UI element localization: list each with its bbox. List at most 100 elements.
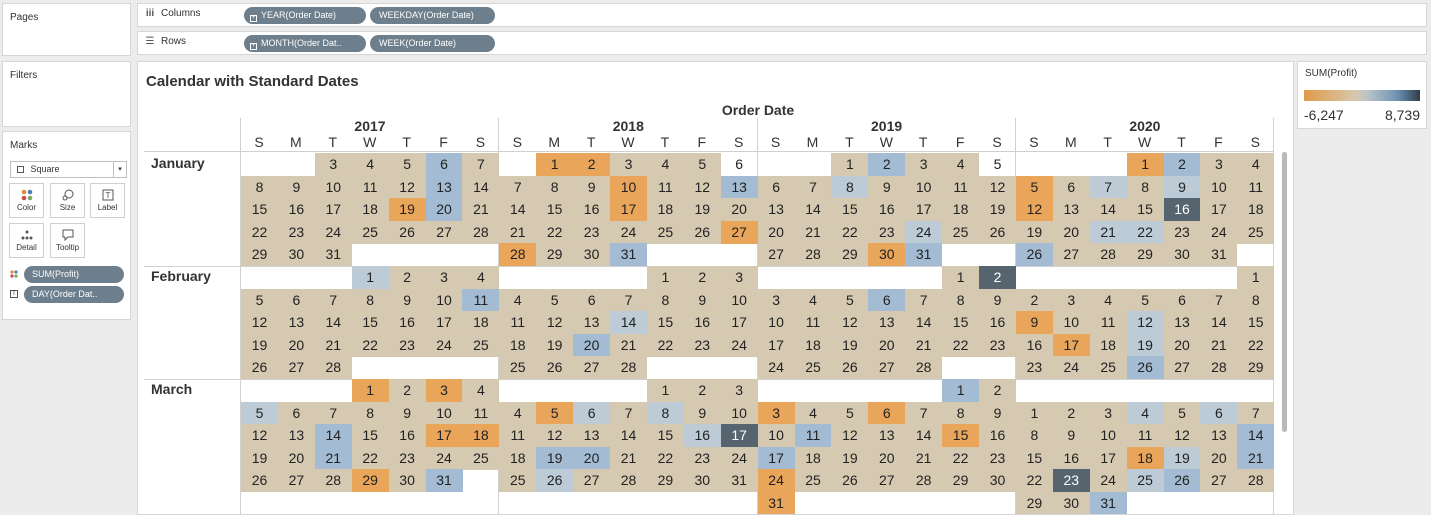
calendar-day-cell[interactable]: 10 — [1200, 175, 1238, 199]
calendar-day-cell[interactable]: 19 — [683, 198, 721, 222]
calendar-day-cell[interactable]: 29 — [241, 243, 278, 267]
calendar-day-cell[interactable]: 16 — [683, 424, 721, 448]
calendar-day-cell[interactable]: 17 — [905, 198, 943, 222]
calendar-day-cell[interactable]: 11 — [942, 175, 980, 199]
calendar-day-cell[interactable]: 25 — [462, 446, 500, 470]
calendar-day-cell[interactable]: 25 — [499, 469, 537, 493]
calendar-day-cell[interactable]: 21 — [1200, 333, 1238, 357]
calendar-day-cell[interactable]: 15 — [942, 311, 980, 335]
calendar-day-cell[interactable]: 16 — [388, 424, 426, 448]
calendar-day-cell[interactable]: 5 — [1126, 288, 1164, 312]
calendar-day-cell[interactable]: 24 — [425, 446, 463, 470]
calendar-day-cell[interactable]: 14 — [905, 311, 943, 335]
calendar-day-cell[interactable]: 4 — [942, 153, 980, 176]
calendar-day-cell[interactable]: 13 — [1052, 198, 1090, 222]
calendar-day-cell[interactable]: 8 — [536, 175, 574, 199]
calendar-day-cell[interactable]: 20 — [277, 333, 315, 357]
calendar-day-cell[interactable]: 10 — [610, 175, 647, 199]
calendar-day-cell[interactable]: 30 — [1163, 243, 1201, 267]
calendar-day-cell[interactable]: 19 — [1163, 446, 1201, 470]
calendar-day-cell[interactable]: 3 — [1200, 153, 1238, 176]
weekday-order-date-pill[interactable]: WEEKDAY(Order Date) — [370, 7, 495, 24]
calendar-day-cell[interactable]: 17 — [720, 424, 758, 448]
calendar-day-cell[interactable]: 1 — [942, 266, 980, 289]
calendar-day-cell[interactable]: 10 — [757, 424, 795, 448]
calendar-day-cell[interactable]: 5 — [683, 153, 721, 176]
calendar-day-cell[interactable]: 6 — [868, 288, 906, 312]
calendar-day-cell[interactable]: 15 — [536, 198, 574, 222]
calendar-day-cell[interactable]: 11 — [499, 311, 537, 335]
calendar-day-cell[interactable]: 9 — [979, 401, 1016, 425]
calendar-day-cell[interactable]: 27 — [757, 243, 795, 267]
calendar-day-cell[interactable]: 30 — [573, 243, 611, 267]
calendar-day-cell[interactable]: 21 — [314, 333, 352, 357]
calendar-day-cell[interactable]: 3 — [720, 266, 758, 289]
calendar-day-cell[interactable]: 27 — [277, 356, 315, 380]
calendar-day-cell[interactable]: 18 — [462, 311, 500, 335]
calendar-day-cell[interactable]: 24 — [720, 333, 758, 357]
calendar-day-cell[interactable]: 17 — [610, 198, 647, 222]
calendar-day-cell[interactable]: 15 — [351, 424, 389, 448]
calendar-day-cell[interactable]: 12 — [831, 424, 869, 448]
calendar-day-cell[interactable]: 2 — [1052, 401, 1090, 425]
calendar-day-cell[interactable]: 18 — [462, 424, 500, 448]
calendar-day-cell[interactable]: 28 — [1237, 469, 1275, 493]
calendar-day-cell[interactable]: 16 — [683, 311, 721, 335]
calendar-day-cell[interactable]: 20 — [1163, 333, 1201, 357]
calendar-day-cell[interactable]: 22 — [1126, 220, 1164, 244]
calendar-day-cell[interactable]: 29 — [646, 469, 684, 493]
filters-card[interactable]: Filters — [2, 61, 131, 127]
calendar-day-cell[interactable]: 24 — [757, 469, 795, 493]
calendar-day-cell[interactable]: 2 — [573, 153, 611, 176]
calendar-day-cell[interactable]: 27 — [425, 220, 463, 244]
calendar-day-cell[interactable]: 30 — [683, 469, 721, 493]
calendar-day-cell[interactable]: 23 — [388, 333, 426, 357]
calendar-day-cell[interactable]: 8 — [942, 288, 980, 312]
calendar-day-cell[interactable]: 7 — [794, 175, 832, 199]
calendar-day-cell[interactable]: 13 — [277, 311, 315, 335]
calendar-day-cell[interactable]: 12 — [241, 424, 278, 448]
calendar-day-cell[interactable]: 12 — [536, 424, 574, 448]
calendar-day-cell[interactable]: 18 — [1089, 333, 1127, 357]
calendar-day-cell[interactable]: 23 — [683, 446, 721, 470]
calendar-day-cell[interactable]: 8 — [1015, 424, 1053, 448]
calendar-day-cell[interactable]: 11 — [1237, 175, 1275, 199]
calendar-day-cell[interactable]: 10 — [1089, 424, 1127, 448]
calendar-day-cell[interactable]: 11 — [646, 175, 684, 199]
calendar-day-cell[interactable]: 30 — [388, 469, 426, 493]
calendar-day-cell[interactable]: 18 — [646, 198, 684, 222]
calendar-day-cell[interactable]: 4 — [794, 401, 832, 425]
calendar-day-cell[interactable]: 30 — [1052, 492, 1090, 514]
calendar-day-cell[interactable]: 8 — [1126, 175, 1164, 199]
calendar-day-cell[interactable]: 7 — [462, 153, 500, 176]
calendar-day-cell[interactable]: 24 — [757, 356, 795, 380]
calendar-day-cell[interactable]: 20 — [757, 220, 795, 244]
calendar-day-cell[interactable]: 6 — [1200, 401, 1238, 425]
calendar-day-cell[interactable]: 1 — [1015, 401, 1053, 425]
calendar-day-cell[interactable]: 1 — [351, 266, 389, 289]
calendar-day-cell[interactable]: 26 — [831, 469, 869, 493]
calendar-day-cell[interactable]: 3 — [425, 266, 463, 289]
calendar-day-cell[interactable]: 29 — [942, 469, 980, 493]
calendar-day-cell[interactable]: 17 — [1052, 333, 1090, 357]
profit-legend-card[interactable]: SUM(Profit) -6,247 8,739 — [1297, 61, 1427, 129]
calendar-day-cell[interactable]: 14 — [610, 424, 647, 448]
calendar-day-cell[interactable]: 24 — [610, 220, 647, 244]
calendar-day-cell[interactable]: 2 — [683, 379, 721, 402]
calendar-day-cell[interactable]: 4 — [646, 153, 684, 176]
calendar-day-cell[interactable]: 26 — [388, 220, 426, 244]
calendar-day-cell[interactable]: 3 — [425, 379, 463, 402]
calendar-day-cell[interactable]: 19 — [536, 333, 574, 357]
calendar-day-cell[interactable]: 14 — [499, 198, 537, 222]
calendar-day-cell[interactable]: 4 — [351, 153, 389, 176]
calendar-day-cell[interactable]: 8 — [942, 401, 980, 425]
calendar-day-cell[interactable]: 29 — [1237, 356, 1275, 380]
calendar-day-cell[interactable]: 3 — [905, 153, 943, 176]
calendar-day-cell[interactable]: 4 — [462, 379, 500, 402]
calendar-day-cell[interactable]: 25 — [794, 356, 832, 380]
calendar-day-cell[interactable]: 1 — [646, 266, 684, 289]
calendar-day-cell[interactable]: 8 — [241, 175, 278, 199]
calendar-day-cell[interactable]: 16 — [1163, 198, 1201, 222]
calendar-day-cell[interactable]: 28 — [462, 220, 500, 244]
calendar-day-cell[interactable]: 21 — [905, 446, 943, 470]
